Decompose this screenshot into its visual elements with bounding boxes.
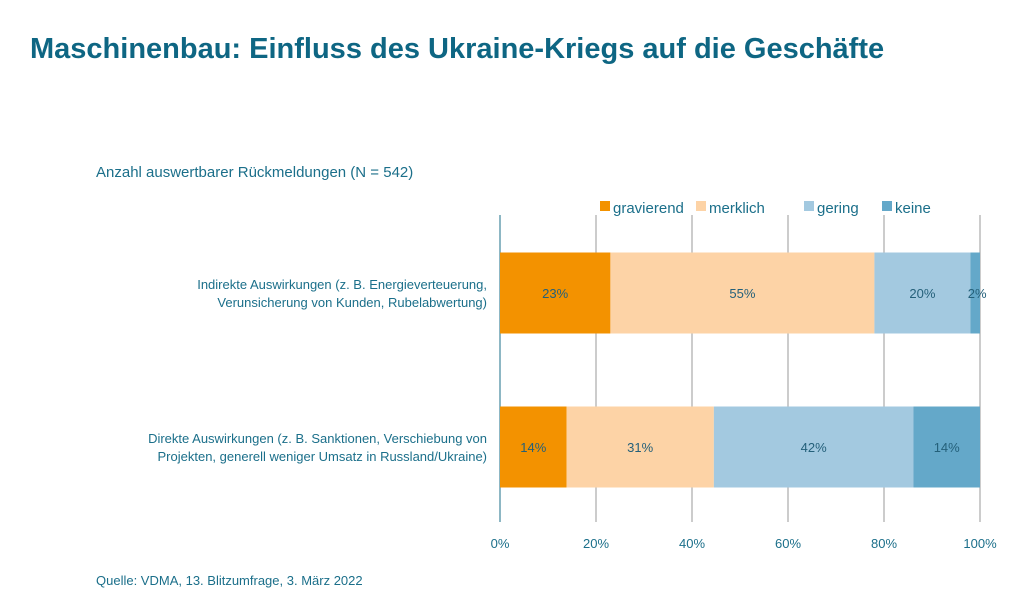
source-note: Quelle: VDMA, 13. Blitzumfrage, 3. März … — [96, 573, 363, 588]
legend-swatch-gering — [804, 201, 814, 211]
bar-segment-keine — [970, 252, 980, 334]
legend-label: gravierend — [613, 200, 684, 217]
category-label: Direkte Auswirkungen (z. B. Sanktionen, … — [148, 431, 487, 446]
legend-label: keine — [895, 200, 931, 217]
data-label: 23% — [542, 286, 568, 301]
bar-segment-merklich — [610, 252, 875, 334]
category-label: Indirekte Auswirkungen (z. B. Energiever… — [197, 277, 487, 292]
data-label: 2% — [968, 286, 987, 301]
legend-label: merklich — [709, 200, 765, 217]
x-tick-label: 80% — [871, 536, 897, 551]
bar-segment-gering — [713, 406, 914, 488]
data-label: 42% — [801, 440, 827, 455]
category-label: Verunsicherung von Kunden, Rubelabwertun… — [217, 295, 487, 310]
page-title: Maschinenbau: Einfluss des Ukraine-Krieg… — [30, 33, 885, 65]
legend-swatch-merklich — [696, 201, 706, 211]
chart-subtitle: Anzahl auswertbarer Rückmeldungen (N = 5… — [96, 164, 414, 181]
bar-segment-gering — [874, 252, 971, 334]
data-label: 14% — [520, 440, 546, 455]
data-label: 20% — [909, 286, 935, 301]
data-label: 31% — [627, 440, 653, 455]
x-tick-label: 100% — [963, 536, 997, 551]
x-tick-label: 60% — [775, 536, 801, 551]
bar-segment-merklich — [566, 406, 714, 488]
category-label: Projekten, generell weniger Umsatz in Ru… — [158, 449, 487, 464]
x-tick-label: 20% — [583, 536, 609, 551]
legend-swatch-keine — [882, 201, 892, 211]
legend-label: gering — [817, 200, 859, 217]
bar-segment-keine — [913, 406, 980, 488]
data-label: 55% — [729, 286, 755, 301]
x-tick-label: 40% — [679, 536, 705, 551]
bar-segment-gravierend — [500, 406, 567, 488]
data-label: 14% — [934, 440, 960, 455]
legend-swatch-gravierend — [600, 201, 610, 211]
x-tick-label: 0% — [491, 536, 510, 551]
bar-segment-gravierend — [500, 252, 611, 334]
